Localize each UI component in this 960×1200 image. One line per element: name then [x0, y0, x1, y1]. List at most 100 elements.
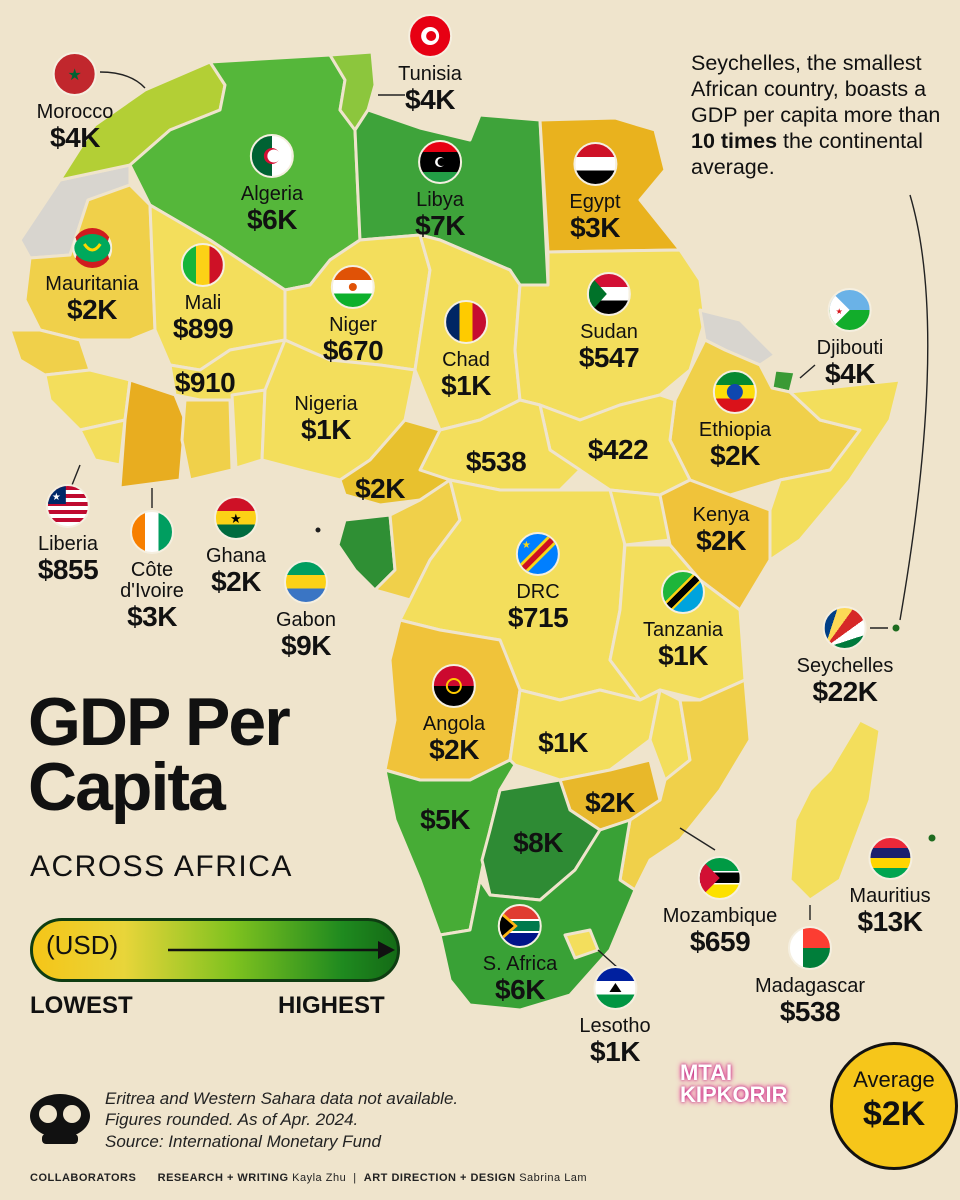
- southsudan-value: $422: [587, 434, 649, 465]
- algeria-value: $6K: [247, 204, 297, 235]
- morocco-value: $4K: [50, 122, 100, 153]
- liberia-region: [78, 418, 127, 467]
- algeria-name: Algeria: [240, 183, 304, 205]
- label-zimbabwe: $2K: [585, 787, 635, 818]
- seychelles-island: [889, 621, 903, 635]
- niger-value: $670: [322, 335, 384, 366]
- label-mauritania: Mauritania $2K: [45, 228, 139, 325]
- label-tanzania: Tanzania $1K: [643, 570, 723, 670]
- label-ivorycoast: Côte d'Ivoire $3K: [112, 510, 192, 631]
- ivory-coast-region: [118, 378, 187, 490]
- madagascar-name: Madagascar: [754, 975, 866, 997]
- watermark-line-2: KIPKORIR: [680, 1082, 788, 1107]
- drc-flag-icon: ★: [515, 532, 560, 576]
- footnote-line-2: Figures rounded. As of Apr. 2024.: [105, 1110, 359, 1130]
- legend-gradient-bar: [30, 918, 400, 982]
- label-morocco: ★ Morocco $4K: [36, 52, 114, 153]
- label-algeria: Algeria $6K: [241, 134, 303, 234]
- libya-flag-icon: [418, 140, 462, 184]
- footnote-line-3: Source: International Monetary Fund: [105, 1131, 381, 1151]
- sudan-name: Sudan: [580, 321, 638, 343]
- mali-name: Mali: [184, 292, 222, 314]
- seychelles-value: $22K: [812, 676, 878, 707]
- lesotho-name: Lesotho: [579, 1015, 651, 1037]
- egypt-name: Egypt: [569, 191, 621, 213]
- morocco-name: Morocco: [36, 101, 114, 123]
- label-car: $538: [465, 446, 527, 477]
- cameroon-region: [338, 418, 452, 507]
- label-burkina: $910: [174, 367, 236, 398]
- label-drc: ★ DRC $715: [507, 532, 569, 633]
- mali-value: $899: [172, 313, 234, 344]
- liberia-flag-icon: ★: [45, 484, 90, 528]
- angola-value: $2K: [429, 734, 479, 765]
- label-southsudan: $422: [587, 434, 649, 465]
- morocco-flag-icon: ★: [52, 52, 97, 96]
- lesotho-value: $1K: [590, 1036, 640, 1067]
- cameroon-value: $2K: [355, 473, 405, 504]
- libya-value: $7K: [415, 210, 465, 241]
- nigeria-name: Nigeria: [294, 393, 358, 415]
- label-mauritius: Mauritius $13K: [849, 836, 931, 936]
- label-mozambique: Mozambique $659: [663, 856, 777, 957]
- legend-unit: (USD): [46, 930, 119, 960]
- label-niger: Niger $670: [322, 265, 384, 366]
- madagascar-region: [788, 718, 882, 902]
- mozambique-value: $659: [689, 926, 751, 957]
- label-cameroon: $2K: [355, 473, 405, 504]
- niger-name: Niger: [329, 314, 377, 336]
- burkina-value: $910: [174, 367, 236, 398]
- botswana-value: $8K: [513, 827, 563, 858]
- note-text-bold: 10 times: [691, 129, 778, 153]
- mauritania-value: $2K: [67, 294, 117, 325]
- libya-name: Libya: [416, 189, 464, 211]
- label-djibouti: ★ Djibouti $4K: [816, 288, 884, 388]
- label-ethiopia: Ethiopia $2K: [699, 370, 771, 470]
- credits-design-name: Sabrina Lam: [519, 1172, 588, 1184]
- liberia-value: $855: [37, 554, 99, 585]
- egypt-flag-icon: [573, 142, 617, 186]
- mauritania-name: Mauritania: [45, 273, 139, 295]
- djibouti-arrow: [799, 364, 816, 379]
- tanzania-value: $1K: [658, 640, 708, 671]
- chad-value: $1K: [441, 370, 491, 401]
- svg-text:★: ★: [836, 307, 843, 316]
- ethiopia-name: Ethiopia: [698, 419, 772, 441]
- label-zambia: $1K: [538, 727, 588, 758]
- ivorycoast-name: Côte d'Ivoire: [120, 559, 184, 602]
- label-madagascar: Madagascar $538: [755, 926, 865, 1026]
- legend-high-label: HIGHEST: [278, 992, 385, 1019]
- zambia-value: $1K: [538, 727, 588, 758]
- label-egypt: Egypt $3K: [569, 142, 621, 243]
- djibouti-name: Djibouti: [816, 337, 884, 359]
- label-liberia: ★ Liberia $855: [37, 484, 99, 585]
- egypt-value: $3K: [570, 212, 620, 243]
- note-text-pre: Seychelles, the smallest African country…: [691, 51, 941, 127]
- page-subtitle: ACROSS AFRICA: [30, 850, 293, 883]
- tanzania-flag-icon: [661, 570, 705, 614]
- mozambique-flag-icon: [697, 856, 742, 900]
- legend-low-label: LOWEST: [30, 992, 133, 1019]
- label-angola: Angola $2K: [423, 664, 485, 764]
- tunisia-value: $4K: [405, 84, 455, 115]
- tanzania-name: Tanzania: [642, 619, 724, 641]
- mauritius-name: Mauritius: [849, 885, 931, 907]
- namibia-value: $5K: [420, 804, 470, 835]
- zimbabwe-value: $2K: [585, 787, 635, 818]
- title-line-2: Capita: [28, 749, 226, 826]
- label-mali: Mali $899: [172, 243, 234, 344]
- title-line-1: GDP Per: [28, 684, 291, 760]
- publisher-logo-icon: [30, 1094, 90, 1144]
- car-value: $538: [465, 446, 527, 477]
- label-chad: Chad $1K: [441, 300, 491, 400]
- mauritania-flag-icon: [71, 228, 112, 268]
- morocco-arrow: [99, 71, 146, 89]
- label-sudan: Sudan $547: [579, 272, 640, 372]
- drc-value: $715: [507, 602, 569, 633]
- kenya-value: $2K: [696, 525, 746, 556]
- label-seychelles: Seychelles $22K: [797, 606, 893, 707]
- label-nigeria: Nigeria $1K: [294, 393, 358, 445]
- gabon-value: $9K: [281, 630, 331, 661]
- average-badge: Average $2K: [830, 1042, 958, 1170]
- south-africa-flag-icon: [497, 904, 542, 948]
